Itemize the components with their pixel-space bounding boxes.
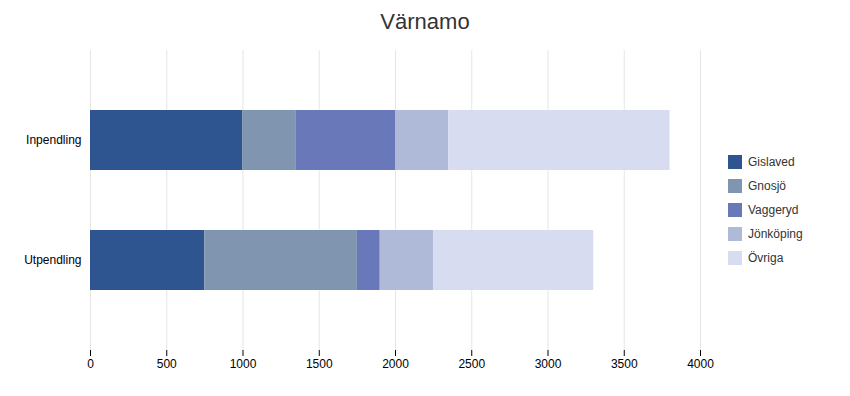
svg-text:1500: 1500 (306, 357, 333, 371)
svg-text:500: 500 (157, 357, 177, 371)
svg-text:Utpendling: Utpendling (24, 253, 81, 267)
html-text:Jönköping: Jönköping (748, 227, 803, 241)
html-text:Övriga: Övriga (748, 251, 784, 265)
svg-text:2000: 2000 (382, 357, 409, 371)
html-text:Värnamo: Värnamo (380, 9, 470, 34)
svg-text:4000: 4000 (687, 357, 714, 371)
svg-text:1000: 1000 (230, 357, 257, 371)
html-text:Gislaved: Gislaved (748, 155, 795, 169)
svg-text:Inpendling: Inpendling (26, 133, 81, 147)
html-text:Gnosjö: Gnosjö (748, 179, 786, 193)
svg-text:0: 0 (87, 357, 94, 371)
svg-text:3500: 3500 (611, 357, 638, 371)
svg-text:3000: 3000 (535, 357, 562, 371)
html-text:Vaggeryd: Vaggeryd (748, 203, 799, 217)
svg-text:2500: 2500 (458, 357, 485, 371)
